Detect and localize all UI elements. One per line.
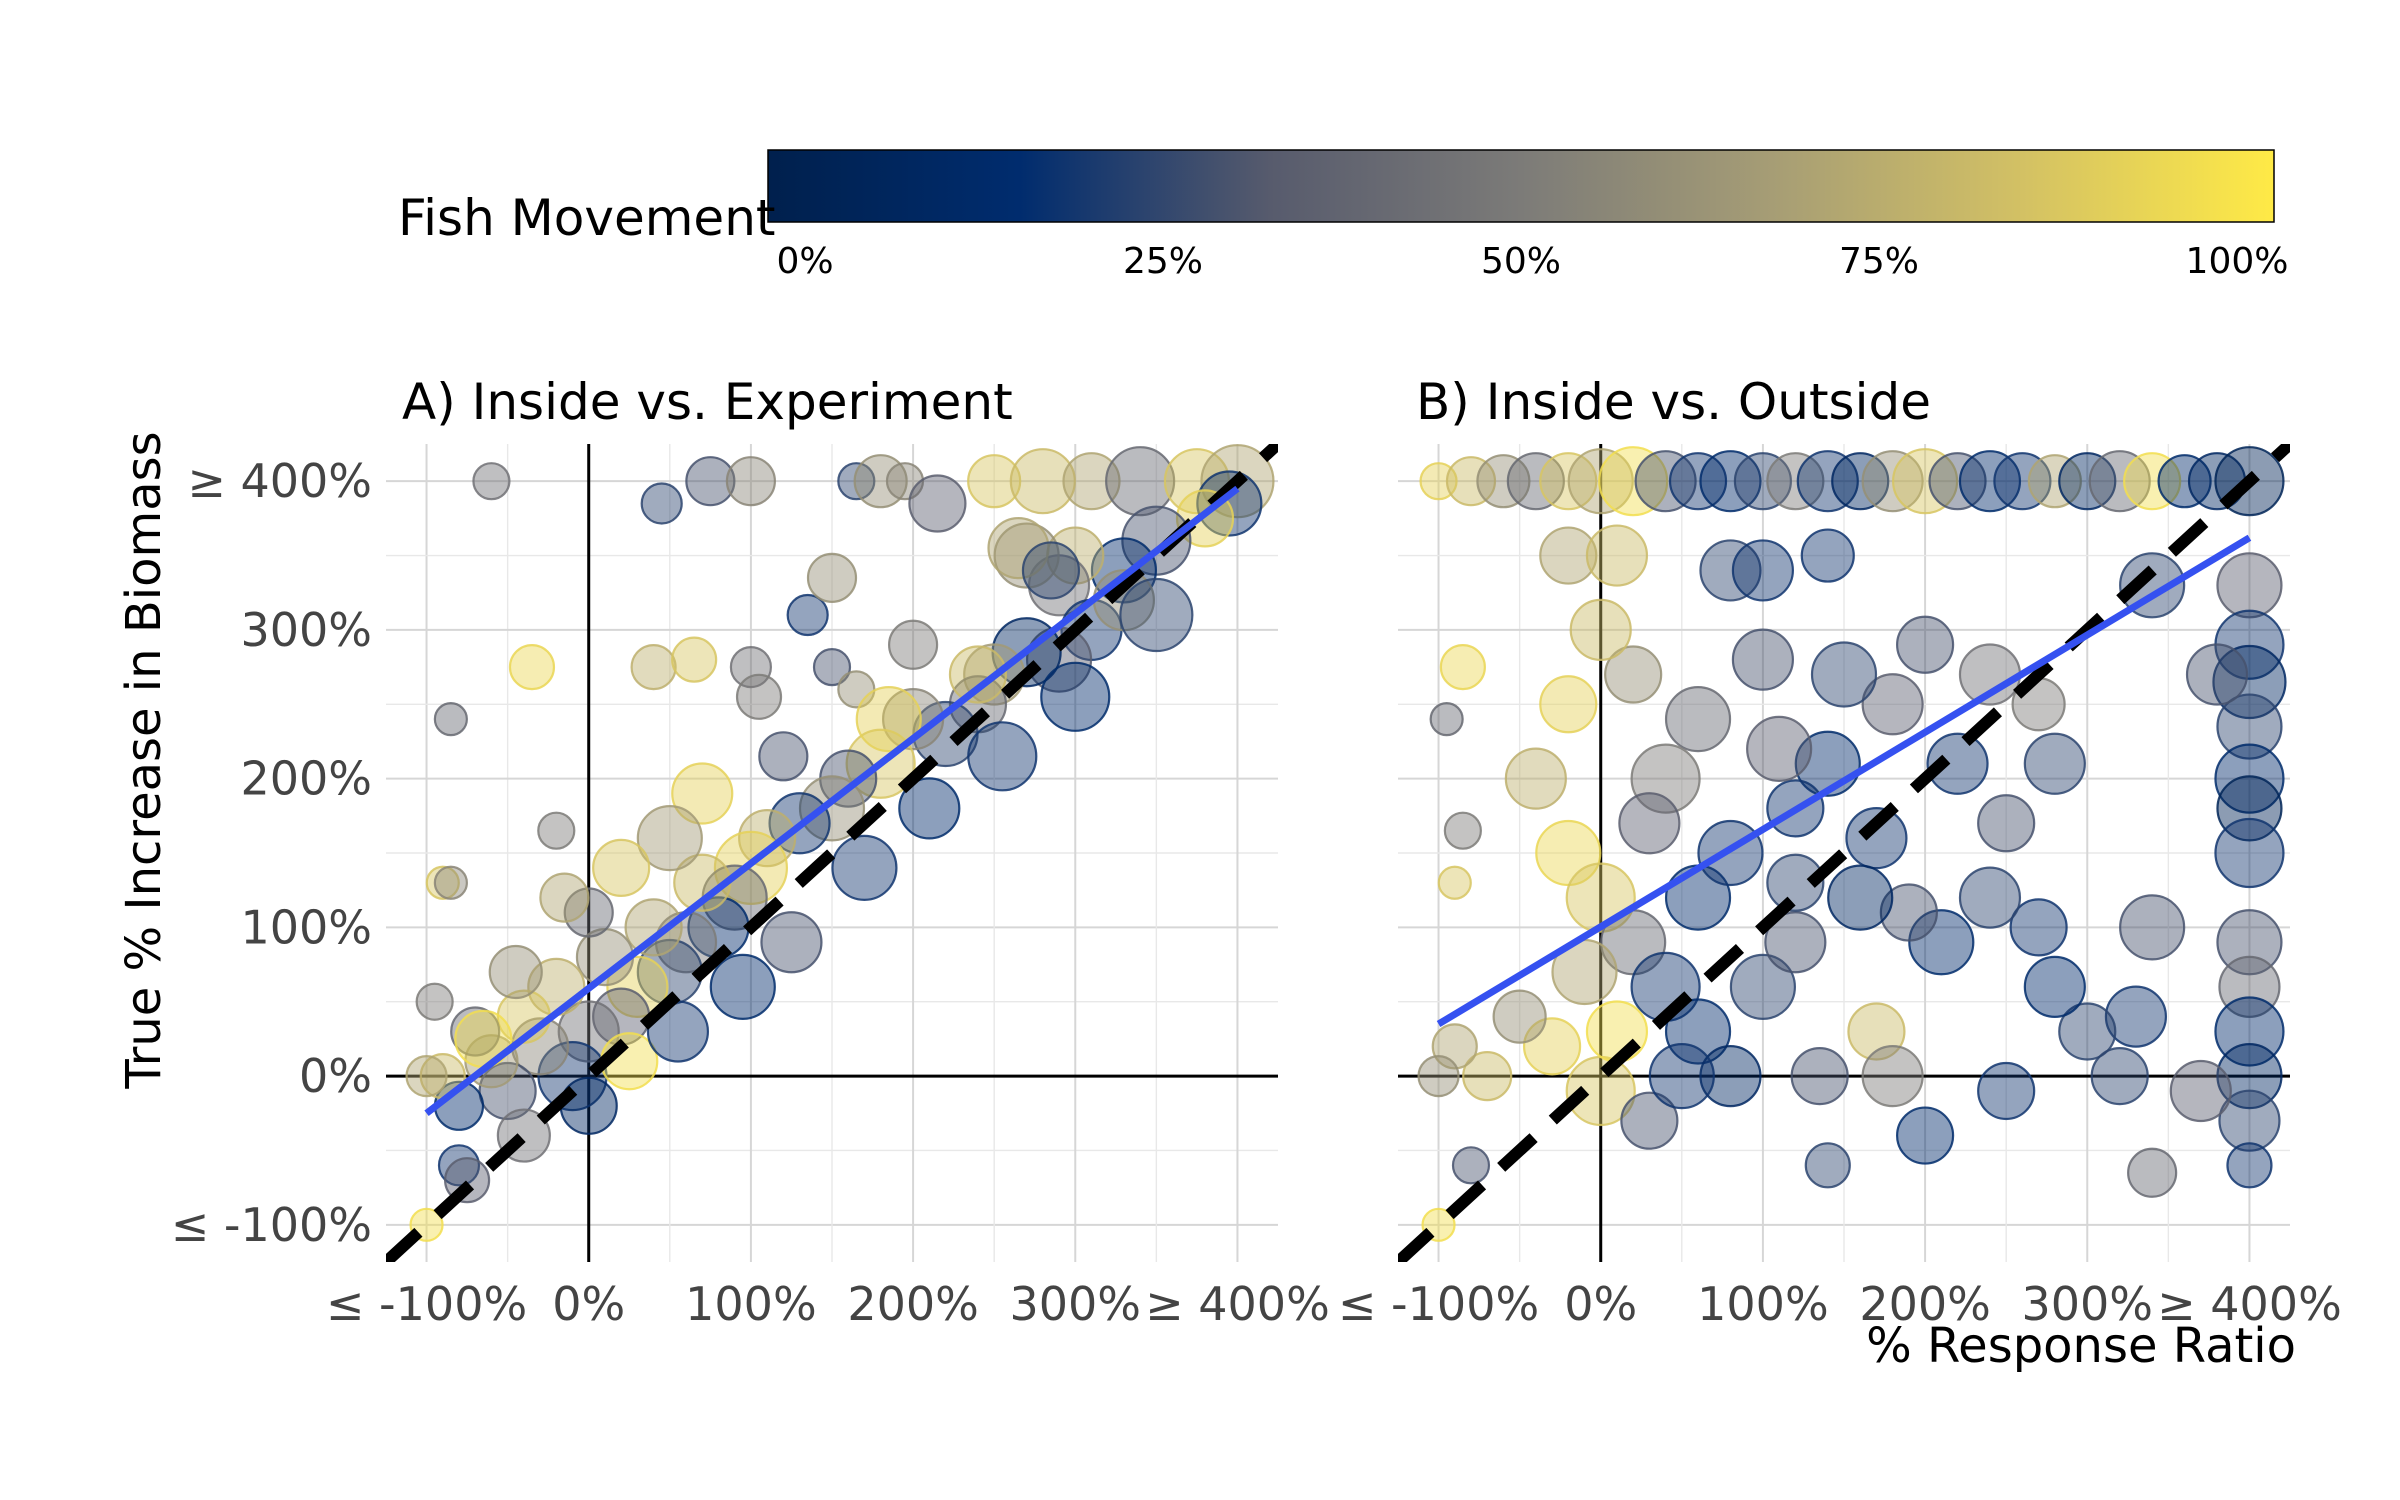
scatter-point xyxy=(1897,617,1953,673)
scatter-point xyxy=(788,595,828,635)
scatter-point xyxy=(2217,553,2281,617)
scatter-point xyxy=(1494,991,1546,1043)
panel-a-x-tick-label: ≥ 400% xyxy=(1145,1277,1330,1331)
scatter-point xyxy=(1747,717,1811,781)
scatter-point xyxy=(1812,643,1876,707)
scatter-point xyxy=(540,874,588,922)
scatter-point xyxy=(1666,687,1730,751)
scatter-point xyxy=(727,457,775,505)
scatter-point xyxy=(2025,957,2085,1017)
legend-tick-25: 25% xyxy=(1123,240,1203,284)
scatter-point xyxy=(1650,1044,1714,1108)
scatter-point xyxy=(832,836,896,900)
scatter-point xyxy=(761,912,821,972)
panel-a-x-tick-label: 0% xyxy=(552,1277,625,1331)
scatter-point xyxy=(889,621,937,669)
scatter-point xyxy=(1828,866,1892,930)
scatter-point xyxy=(1802,530,1854,582)
scatter-point xyxy=(1120,579,1192,651)
y-tick-label: ≤ -100% xyxy=(171,1198,372,1252)
scatter-point xyxy=(1540,676,1596,732)
scatter-point xyxy=(1863,1046,1923,1106)
scatter-point xyxy=(1439,867,1471,899)
scatter-point xyxy=(510,645,554,689)
scatter-point xyxy=(642,483,682,523)
panel-a-x-tick-label: 300% xyxy=(1010,1277,1142,1331)
scatter-point xyxy=(1419,1056,1459,1096)
scatter-point xyxy=(1619,793,1679,853)
panel-b-x-tick-label: 0% xyxy=(1564,1277,1637,1331)
y-tick-label: 100% xyxy=(240,900,372,954)
scatter-point xyxy=(1733,540,1793,600)
scatter-point xyxy=(2215,819,2283,887)
legend-title: Fish Movement xyxy=(398,188,776,248)
scatter-point xyxy=(1978,795,2034,851)
y-tick-label: 300% xyxy=(240,603,372,657)
scatter-point xyxy=(1506,749,1566,809)
scatter-point xyxy=(1587,1001,1647,1061)
scatter-point xyxy=(2171,1061,2231,1121)
scatter-point xyxy=(490,946,542,998)
scatter-point xyxy=(1041,663,1109,731)
scatter-point xyxy=(1978,1063,2034,1119)
legend-tick-50: 50% xyxy=(1481,240,1561,284)
legend-tick-75: 75% xyxy=(1839,240,1919,284)
scatter-point xyxy=(1023,542,1079,598)
scatter-point xyxy=(1587,526,1647,586)
panel-b-x-tick-label: ≤ -100% xyxy=(1338,1277,1539,1331)
y-tick-label: 200% xyxy=(240,752,372,806)
scatter-point xyxy=(1441,645,1485,689)
scatter-point xyxy=(2187,645,2247,705)
scatter-point xyxy=(1897,1108,1953,1164)
panel-a-title: A) Inside vs. Experiment xyxy=(402,372,1013,432)
scatter-point xyxy=(2120,895,2184,959)
panel-a-x-tick-label: ≤ -100% xyxy=(326,1277,527,1331)
legend-tick-0: 0% xyxy=(776,240,833,284)
panel-b-title: B) Inside vs. Outside xyxy=(1416,372,1931,432)
scatter-point xyxy=(1431,703,1463,735)
panel-b-x-tick-label: 100% xyxy=(1697,1277,1829,1331)
panel-a-x-tick-label: 200% xyxy=(847,1277,979,1331)
scatter-point xyxy=(1806,1143,1850,1187)
panel-b-points xyxy=(1419,447,2286,1241)
scatter-point xyxy=(1445,813,1481,849)
scatter-point xyxy=(417,984,453,1020)
scatter-point xyxy=(737,675,781,719)
scatter-point xyxy=(909,475,965,531)
scatter-point xyxy=(435,703,467,735)
scatter-point xyxy=(2128,1149,2176,1197)
colorbar xyxy=(768,150,2274,222)
scatter-point xyxy=(759,732,807,780)
scatter-point xyxy=(1960,868,2020,928)
legend-tick-100: 100% xyxy=(2186,240,2289,284)
y-axis-label: True % Increase in Biomass xyxy=(116,431,172,1088)
scatter-point xyxy=(1571,600,1631,660)
panel-a-plot: ≤ -100% 0% 100% 200% 300% ≥ 400%≤ -100%0%100%… xyxy=(171,444,1330,1331)
y-tick-label: ≥ 400% xyxy=(187,454,372,508)
panel-b-plot: ≤ -100% 0% 100% 200% 300% ≥ 400% xyxy=(1338,444,2342,1331)
scatter-point xyxy=(1733,630,1793,690)
scatter-point xyxy=(407,1056,447,1096)
panel-a-x-tick-label: 100% xyxy=(685,1277,817,1331)
scatter-point xyxy=(1792,1048,1848,1104)
scatter-point xyxy=(473,463,509,499)
x-axis-label: % Response Ratio xyxy=(1866,1318,2296,1374)
scatter-point xyxy=(2025,734,2085,794)
scatter-point xyxy=(593,840,649,896)
scatter-point xyxy=(711,955,775,1019)
scatter-point xyxy=(435,867,467,899)
scatter-point xyxy=(672,638,716,682)
scatter-point xyxy=(968,722,1036,790)
scatter-point xyxy=(632,645,676,689)
y-tick-label: 0% xyxy=(299,1049,372,1103)
scatter-point xyxy=(1453,1147,1489,1183)
scatter-point xyxy=(538,813,574,849)
scatter-point xyxy=(808,554,856,602)
scatter-point xyxy=(2227,1143,2271,1187)
